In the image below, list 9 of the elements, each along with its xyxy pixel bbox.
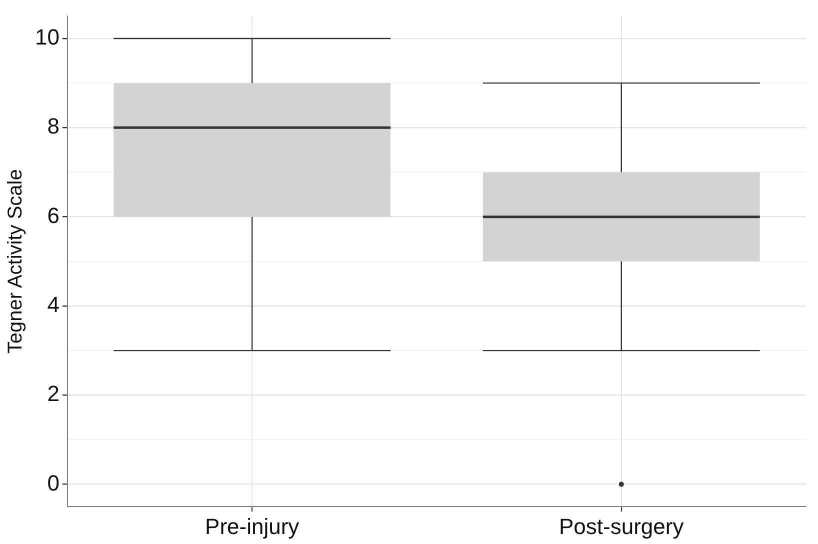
y-tick-label: 4 xyxy=(47,292,60,318)
y-tick-label: 6 xyxy=(47,202,60,228)
x-tick-label: Pre-injury xyxy=(205,514,300,539)
y-tick-label: 0 xyxy=(47,470,60,496)
y-tick-label: 8 xyxy=(47,114,60,139)
x-tick-label: Post-surgery xyxy=(559,514,684,539)
y-tick-label: 2 xyxy=(47,381,60,406)
y-tick-label: 10 xyxy=(34,24,60,50)
y-axis-title: Tegner Activity Scale xyxy=(4,169,27,354)
